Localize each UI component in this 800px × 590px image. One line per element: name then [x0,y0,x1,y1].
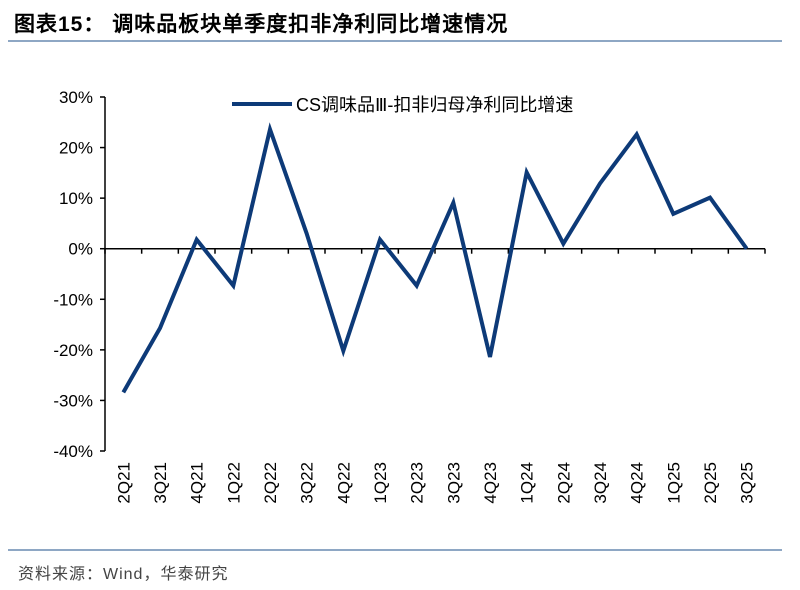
x-tick-label: 1Q22 [224,462,243,504]
chart-title: 图表15： 调味品板块单季度扣非净利同比增速情况 [14,13,509,36]
source-note: 资料来源：Wind，华泰研究 [18,566,229,583]
x-tick-label: 1Q23 [371,462,390,504]
y-tick-label: 0% [68,240,93,259]
y-tick-label: -20% [53,341,93,360]
x-tick-label: 2Q23 [408,462,427,504]
x-tick-label: 3Q23 [444,462,463,504]
series-line [121,122,749,394]
x-tick-label: 1Q25 [664,462,683,504]
x-tick-label: 2Q22 [261,462,280,504]
y-tick-label: 10% [59,189,93,208]
legend-label: CS调味品Ⅲ-扣非归母净利同比增速 [296,95,573,115]
footer-divider [8,549,782,551]
y-tick-label: 20% [59,139,93,158]
x-tick-label: 3Q24 [591,462,610,504]
x-tick-label: 2Q25 [701,462,720,504]
x-tick-label: 2Q24 [554,462,573,504]
x-tick-label: 3Q22 [298,462,317,504]
y-tick-label: 30% [59,88,93,107]
title-divider [8,40,782,42]
y-tick-label: -10% [53,290,93,309]
x-tick-label: 3Q21 [151,462,170,504]
x-tick-label: 4Q22 [334,462,353,504]
y-tick-label: -30% [53,391,93,410]
y-tick-label: -40% [53,442,93,461]
x-tick-label: 4Q23 [481,462,500,504]
x-tick-label: 1Q24 [518,462,537,504]
x-tick-label: 3Q25 [738,462,757,504]
x-tick-label: 2Q21 [114,462,133,504]
x-tick-label: 4Q21 [188,462,207,504]
x-tick-label: 4Q24 [628,462,647,504]
